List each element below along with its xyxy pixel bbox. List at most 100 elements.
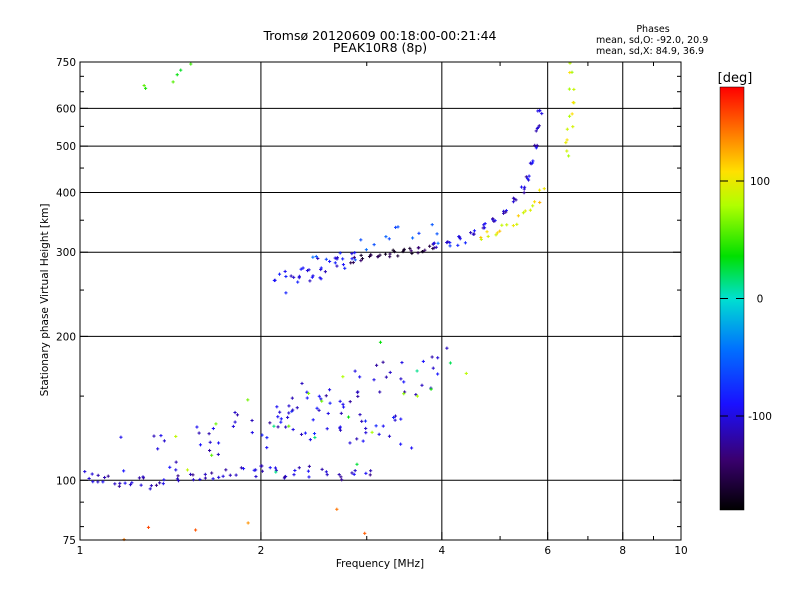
data-point [565,149,569,153]
data-point [292,473,296,477]
data-point [207,432,211,436]
data-point [319,266,323,270]
data-point [198,443,203,447]
data-point [410,251,414,256]
data-point [260,469,265,473]
data-point [327,388,332,392]
data-point [276,425,280,429]
data-point [122,469,126,473]
data-point [303,431,308,435]
data-point [293,468,297,473]
data-point [317,408,321,412]
data-point [292,275,296,279]
data-point [537,188,542,192]
x-tick-label: 4 [438,545,445,557]
data-point [241,467,246,471]
data-point [542,187,546,191]
data-point [328,259,332,264]
data-point [119,435,123,439]
data-point [564,141,568,145]
data-point [210,453,214,457]
data-point [337,472,341,477]
data-point [195,425,199,429]
data-point [388,252,392,256]
data-point [565,138,569,142]
x-tick-label: 6 [544,545,551,557]
data-point [401,249,405,254]
data-point [197,431,201,435]
chart-subtitle: PEAK10R8 (8p) [333,40,427,55]
data-point [274,468,278,472]
data-point [154,483,159,487]
data-point [235,413,240,417]
data-point [305,396,309,400]
data-point [318,276,322,280]
data-point [272,278,276,283]
data-point [233,410,237,415]
data-point [341,375,345,379]
data-point [216,452,220,457]
data-point [217,475,221,479]
data-point [566,154,571,158]
data-point [423,248,427,252]
data-point [279,420,283,424]
data-point [191,478,195,482]
data-point [511,200,516,204]
data-point [417,231,421,235]
data-point [358,375,362,379]
data-point [174,468,178,472]
data-point [146,525,151,530]
data-point [479,237,483,242]
data-point [341,263,346,267]
data-point [358,413,362,417]
data-point [246,398,250,402]
data-point [435,232,439,236]
data-point [534,146,538,150]
data-point [535,143,539,148]
data-point [250,418,254,423]
data-point [316,256,320,261]
data-point [410,236,415,240]
phases-o-stats: mean, sd,O: -92.0, 20.9 [596,35,708,46]
data-point [436,356,440,360]
data-point [348,441,352,445]
data-point [176,479,181,483]
data-point [428,244,432,248]
colorbar-tick-label: 0 [757,294,764,306]
data-point [335,264,339,268]
phases-x-stats: mean, sd,X: 84.9, 36.9 [596,46,704,57]
data-points [83,61,576,542]
data-point [308,279,312,283]
data-point [291,427,295,432]
data-point [323,270,328,274]
data-point [355,390,360,394]
data-point [515,222,519,226]
data-point [504,210,508,214]
data-point [355,462,359,466]
data-point [175,73,179,77]
data-point [137,476,142,480]
data-point [333,261,337,265]
data-point [374,424,378,428]
data-point [148,487,152,491]
data-point [283,269,287,274]
data-point [311,418,315,422]
data-point [384,375,388,379]
data-point [143,86,148,90]
data-point [290,396,294,400]
data-point [363,419,368,423]
data-point [210,471,214,475]
data-point [516,214,521,218]
data-point [531,204,535,208]
data-point [519,185,524,189]
data-point [314,254,318,259]
data-point [355,437,359,441]
data-point [353,258,357,262]
data-point [246,521,250,525]
data-point [307,268,311,272]
phases-header: Phases [636,24,669,35]
data-point [432,246,436,250]
data-point [324,470,328,474]
data-point [567,114,572,118]
data-point [231,424,235,429]
